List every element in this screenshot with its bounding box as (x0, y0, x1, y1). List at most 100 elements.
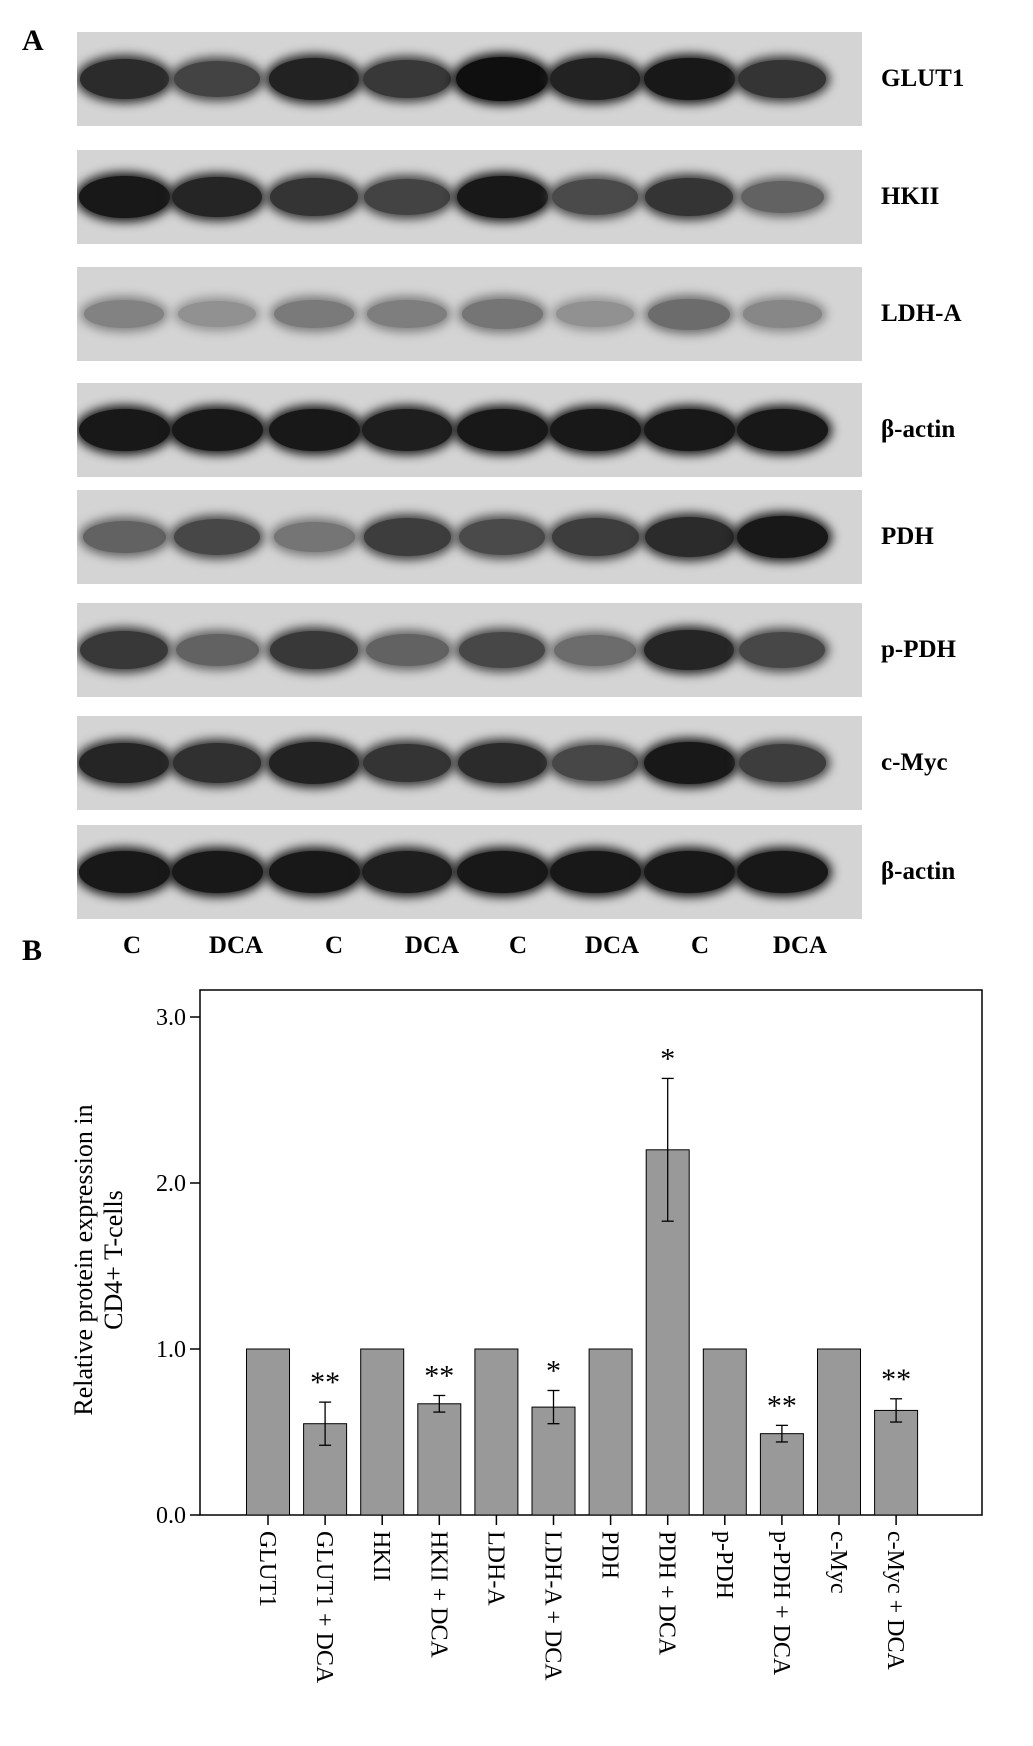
protein-band (78, 850, 170, 894)
x-tick-label: c-Myc + DCA (882, 1531, 908, 1671)
x-tick-label: c-Myc (825, 1531, 851, 1594)
protein-band (78, 175, 170, 219)
protein-band (736, 515, 828, 559)
protein-band (363, 59, 451, 99)
bar (874, 1409, 919, 1516)
protein-band (80, 630, 168, 670)
protein-band (552, 179, 638, 215)
lane-label: C (690, 932, 710, 959)
protein-band (645, 177, 733, 217)
protein-band (643, 408, 735, 452)
protein-label: LDH-A (881, 300, 962, 327)
lane-label: DCA (404, 932, 460, 959)
bar (702, 1348, 747, 1516)
protein-band (268, 408, 360, 452)
protein-band (365, 633, 449, 667)
significance-marker: ** (310, 1366, 340, 1399)
protein-band (461, 299, 543, 329)
significance-marker: ** (424, 1359, 454, 1392)
protein-band (273, 522, 355, 552)
protein-label: β-actin (881, 858, 956, 885)
protein-band (456, 57, 548, 101)
protein-band (459, 631, 545, 669)
lane-label: DCA (772, 932, 828, 959)
protein-label: c-Myc (881, 749, 948, 776)
protein-band (171, 408, 263, 452)
protein-band (648, 298, 730, 330)
protein-label: GLUT1 (881, 65, 965, 92)
protein-band (367, 299, 447, 329)
y-tick-label: 3.0 (156, 1005, 186, 1031)
x-tick-label: LDH-A + DCA (540, 1531, 566, 1681)
lane-label: C (508, 932, 528, 959)
x-tick-label: PDH (597, 1531, 623, 1579)
protein-band (550, 58, 640, 100)
protein-band (363, 518, 451, 556)
protein-band (551, 518, 639, 556)
protein-band (273, 299, 355, 329)
significance-marker: * (546, 1355, 561, 1388)
protein-label: p-PDH (881, 636, 956, 663)
protein-band (361, 409, 453, 451)
protein-band (644, 516, 734, 558)
x-tick-label: GLUT1 (254, 1531, 280, 1607)
protein-label: PDH (881, 523, 934, 550)
protein-band (171, 850, 263, 894)
protein-band (739, 631, 825, 669)
protein-band (736, 408, 828, 452)
bar (474, 1348, 519, 1516)
protein-band (643, 741, 735, 785)
x-tick-label: LDH-A (482, 1531, 508, 1606)
bar (360, 1348, 405, 1516)
bar (588, 1348, 633, 1516)
panel-b-label: B (22, 934, 43, 967)
lane-label: DCA (584, 932, 640, 959)
protein-band (173, 60, 261, 98)
protein-label: β-actin (881, 416, 956, 443)
protein-band (457, 742, 547, 784)
y-tick-label: 0.0 (156, 1503, 186, 1529)
protein-band (549, 408, 641, 452)
y-axis-label-line2: CD4+ T-cells (99, 1190, 128, 1330)
x-tick-label: HKII (368, 1531, 394, 1582)
protein-band (363, 178, 451, 216)
protein-band (79, 742, 169, 784)
bar (417, 1403, 462, 1516)
lane-label: DCA (208, 932, 264, 959)
protein-band (178, 301, 256, 327)
protein-band (269, 742, 359, 784)
protein-band (643, 850, 735, 894)
protein-band (736, 850, 828, 894)
x-tick-label: p-PDH (711, 1531, 737, 1599)
x-tick-label: PDH + DCA (654, 1531, 680, 1656)
protein-band (554, 634, 636, 666)
protein-band (78, 408, 170, 452)
significance-marker: * (660, 1042, 675, 1075)
protein-band (456, 175, 548, 219)
bar (531, 1406, 576, 1516)
protein-band (174, 518, 260, 556)
protein-band (175, 633, 259, 667)
protein-band (172, 743, 262, 783)
protein-band (738, 59, 826, 99)
y-tick-label: 2.0 (156, 1171, 186, 1197)
blot-strip (77, 32, 862, 126)
protein-band (361, 851, 453, 893)
protein-band (644, 629, 734, 671)
bar (246, 1348, 290, 1516)
x-tick-label: HKII + DCA (425, 1531, 451, 1659)
blot-strip (77, 383, 862, 477)
protein-band (363, 743, 451, 783)
x-tick-label: p-PDH + DCA (768, 1531, 794, 1676)
protein-band (79, 58, 169, 100)
protein-band (459, 519, 545, 555)
significance-marker: ** (881, 1363, 911, 1396)
protein-band (456, 408, 548, 452)
blot-strip (77, 603, 862, 697)
bar (759, 1433, 804, 1516)
blot-strip (77, 825, 862, 919)
blot-strip (77, 716, 862, 810)
protein-label: HKII (881, 183, 940, 210)
protein-band (270, 630, 358, 670)
panel-a-label: A (22, 24, 44, 57)
